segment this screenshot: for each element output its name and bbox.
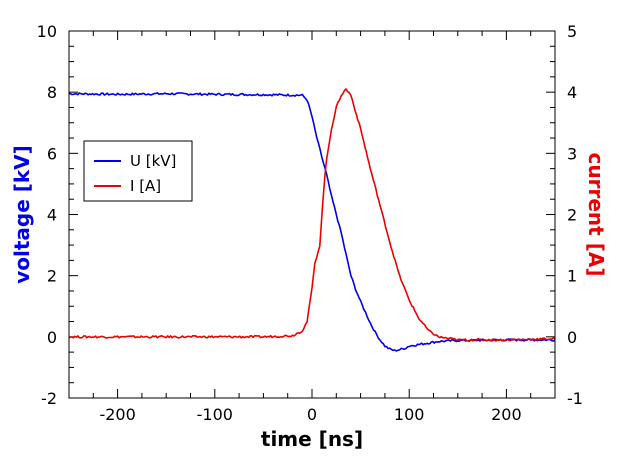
y-left-tick-label: 4 xyxy=(47,206,57,225)
y-right-tick-label: 2 xyxy=(567,206,577,225)
legend-label-voltage: U [kV] xyxy=(130,152,176,170)
x-tick-label: -100 xyxy=(197,405,233,424)
y-right-tick-label: 0 xyxy=(567,328,577,347)
y-left-tick-label: 10 xyxy=(37,22,57,41)
x-tick-label: 0 xyxy=(307,405,317,424)
x-axis-title: time [ns] xyxy=(261,427,363,451)
y-right-tick-label: 3 xyxy=(567,144,577,163)
x-tick-label: -200 xyxy=(99,405,135,424)
y-left-tick-label: 6 xyxy=(47,144,57,163)
y-left-tick-label: 8 xyxy=(47,83,57,102)
y-left-tick-label: 0 xyxy=(47,328,57,347)
y-axis-left-title: voltage [kV] xyxy=(10,145,34,284)
series-line-current xyxy=(68,88,556,342)
y-left-tick-label: 2 xyxy=(47,267,57,286)
data-lines xyxy=(68,88,556,352)
legend: U [kV] I [A] xyxy=(83,140,193,202)
y-left-tick-label: -2 xyxy=(41,389,57,408)
x-tick-label: 200 xyxy=(491,405,522,424)
y-axis-right-title: current [A] xyxy=(584,153,608,277)
legend-box xyxy=(83,140,193,202)
legend-label-current: I [A] xyxy=(130,177,161,195)
tick-marks xyxy=(68,30,556,399)
y-right-tick-label: 5 xyxy=(567,22,577,41)
y-right-tick-label: 1 xyxy=(567,267,577,286)
y-right-tick-label: 4 xyxy=(567,83,577,102)
y-right-tick-label: -1 xyxy=(567,389,583,408)
x-tick-label: 100 xyxy=(394,405,425,424)
plot-frame xyxy=(68,30,556,399)
tick-labels: -200 -100 0 100 200 -2 0 2 4 6 8 10 -1 0 1 2 3 4 5 xyxy=(37,22,583,424)
